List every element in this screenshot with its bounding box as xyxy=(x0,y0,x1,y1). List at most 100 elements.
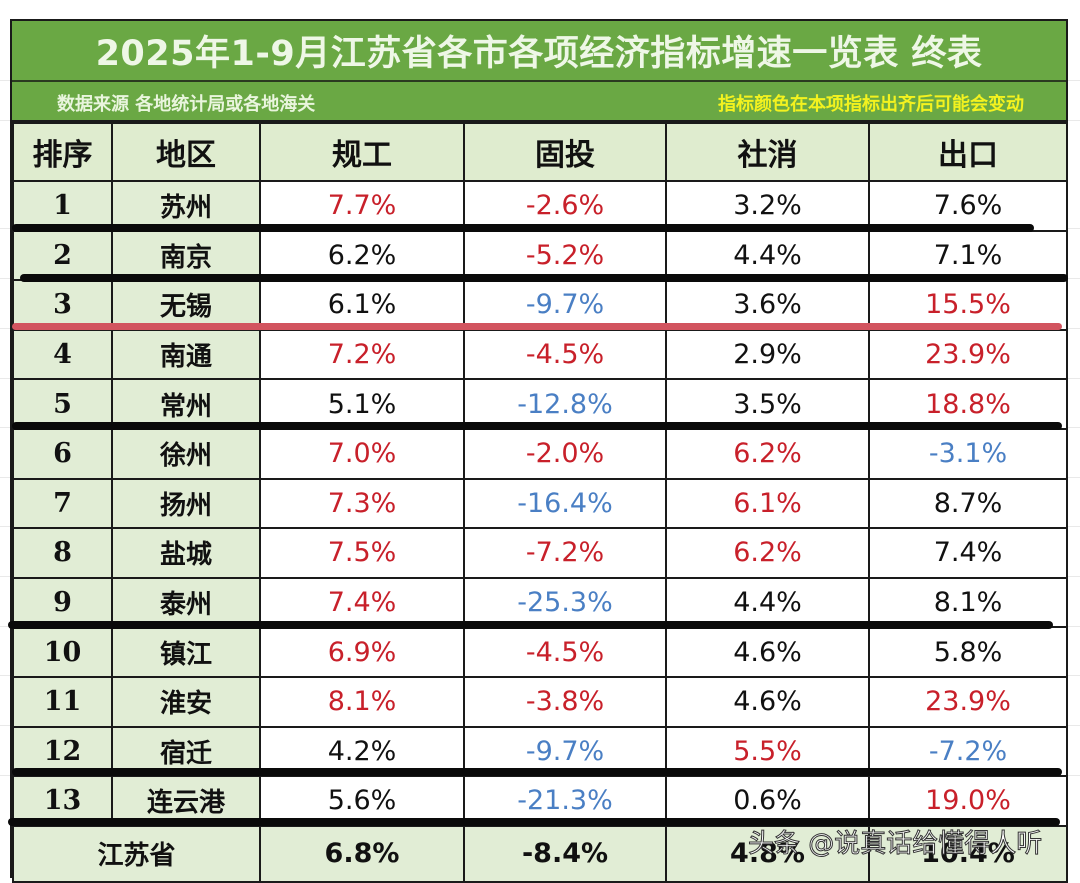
retail-cell: 3.6% xyxy=(665,279,870,331)
industry-cell: 7.4% xyxy=(259,576,465,629)
industry-cell: 7.7% xyxy=(259,180,465,232)
col-header-investment: 固投 xyxy=(463,122,667,182)
industry-cell: 6.1% xyxy=(259,279,465,331)
divider-line-red xyxy=(12,323,1062,330)
col-header-export: 出口 xyxy=(868,122,1068,182)
export-cell: 8.7% xyxy=(868,477,1068,530)
region-cell: 南通 xyxy=(111,328,261,381)
rank-cell: 4 xyxy=(12,328,113,381)
retail-cell: 6.1% xyxy=(665,477,870,530)
watermark: 头条 @说真话给懂得人听 xyxy=(747,829,1043,860)
page-title: 2025年1-9月江苏省各市各项经济指标增速一览表 终表 xyxy=(95,34,983,74)
investment-cell: -2.6% xyxy=(463,180,667,232)
industry-cell: 8.1% xyxy=(259,675,465,728)
total-retail: 4.8% xyxy=(665,824,870,883)
table-row: 3 无锡 6.1% -9.7% 3.6% 15.5% xyxy=(12,279,1068,331)
export-cell: 23.9% xyxy=(868,328,1068,381)
table-row: 1 苏州 7.7% -2.6% 3.2% 7.6% xyxy=(12,180,1068,232)
export-cell: 23.9% xyxy=(868,675,1068,728)
rank-cell: 10 xyxy=(12,626,113,678)
region-cell: 镇江 xyxy=(111,626,261,678)
industry-cell: 6.9% xyxy=(259,626,465,678)
title-bar: 2025年1-9月江苏省各市各项经济指标增速一览表 终表 xyxy=(12,21,1066,82)
industry-cell: 5.1% xyxy=(259,378,465,430)
retail-cell: 4.6% xyxy=(665,626,870,678)
industry-cell: 7.2% xyxy=(259,328,465,381)
rank-cell: 6 xyxy=(12,427,113,480)
divider-line xyxy=(8,818,1060,826)
retail-cell: 3.5% xyxy=(665,378,870,430)
table-row: 10 镇江 6.9% -4.5% 4.6% 5.8% xyxy=(12,626,1068,678)
table-row: 9 泰州 7.4% -25.3% 4.4% 8.1% xyxy=(12,576,1068,629)
header-row: 排序 地区 规工 固投 社消 出口 xyxy=(12,122,1068,182)
investment-cell: -4.5% xyxy=(463,626,667,678)
industry-cell: 6.2% xyxy=(259,229,465,282)
region-cell: 扬州 xyxy=(111,477,261,530)
investment-cell: -25.3% xyxy=(463,576,667,629)
subtitle-bar: 数据来源 各地统计局或各地海关 指标颜色在本项指标出齐后可能会变动 xyxy=(12,82,1066,122)
region-cell: 淮安 xyxy=(111,675,261,728)
retail-cell: 4.4% xyxy=(665,576,870,629)
total-export: 10.4% xyxy=(868,824,1068,883)
export-cell: 8.1% xyxy=(868,576,1068,629)
divider-line xyxy=(12,422,1062,430)
retail-cell: 3.2% xyxy=(665,180,870,232)
retail-cell: 4.6% xyxy=(665,675,870,728)
total-industry: 6.8% xyxy=(259,824,465,883)
investment-cell: -4.5% xyxy=(463,328,667,381)
statistics-sheet: 2025年1-9月江苏省各市各项经济指标增速一览表 终表 数据来源 各地统计局或… xyxy=(10,19,1068,883)
investment-cell: -2.0% xyxy=(463,427,667,480)
divider-line xyxy=(12,768,1062,776)
rank-cell: 7 xyxy=(12,477,113,530)
col-header-retail: 社消 xyxy=(665,122,870,182)
rank-cell: 1 xyxy=(12,180,113,232)
total-row: 江苏省 6.8% -8.4% 4.8% 10.4% xyxy=(12,824,1068,883)
region-cell: 徐州 xyxy=(111,427,261,480)
indicator-table: 排序 地区 规工 固投 社消 出口 1 苏州 7.7% -2.6% 3.2% 7.6% 2 南… xyxy=(12,122,1068,883)
data-source-note: 数据来源 各地统计局或各地海关 xyxy=(57,94,316,115)
industry-cell: 7.0% xyxy=(259,427,465,480)
divider-line xyxy=(8,621,1053,629)
divider-line xyxy=(12,224,1034,232)
col-header-rank: 排序 xyxy=(12,122,113,182)
investment-cell: -9.7% xyxy=(463,279,667,331)
region-cell: 盐城 xyxy=(111,527,261,579)
total-investment: -8.4% xyxy=(463,824,667,883)
table-row: 8 盐城 7.5% -7.2% 6.2% 7.4% xyxy=(12,527,1068,579)
rank-cell: 8 xyxy=(12,527,113,579)
investment-cell: -21.3% xyxy=(463,775,667,827)
retail-cell: 2.9% xyxy=(665,328,870,381)
investment-cell: -7.2% xyxy=(463,527,667,579)
industry-cell: 7.5% xyxy=(259,527,465,579)
retail-cell: 4.4% xyxy=(665,229,870,282)
investment-cell: -3.8% xyxy=(463,675,667,728)
col-header-region: 地区 xyxy=(111,122,261,182)
col-header-industry: 规工 xyxy=(259,122,465,182)
export-cell: 7.6% xyxy=(868,180,1068,232)
export-cell: 18.8% xyxy=(868,378,1068,430)
region-cell: 泰州 xyxy=(111,576,261,629)
table-row: 7 扬州 7.3% -16.4% 6.1% 8.7% xyxy=(12,477,1068,530)
divider-line xyxy=(20,274,1068,282)
export-cell: 7.1% xyxy=(868,229,1068,282)
investment-cell: -16.4% xyxy=(463,477,667,530)
table-row: 4 南通 7.2% -4.5% 2.9% 23.9% xyxy=(12,328,1068,381)
rank-cell: 9 xyxy=(12,576,113,629)
table-row: 2 南京 6.2% -5.2% 4.4% 7.1% xyxy=(12,229,1068,282)
region-cell: 苏州 xyxy=(111,180,261,232)
total-label: 江苏省 xyxy=(12,824,261,883)
industry-cell: 7.3% xyxy=(259,477,465,530)
export-cell: 7.4% xyxy=(868,527,1068,579)
region-cell: 南京 xyxy=(111,229,261,282)
export-cell: -3.1% xyxy=(868,427,1068,480)
rank-cell: 2 xyxy=(12,229,113,282)
table-row: 6 徐州 7.0% -2.0% 6.2% -3.1% xyxy=(12,427,1068,480)
investment-cell: -5.2% xyxy=(463,229,667,282)
rank-cell: 11 xyxy=(12,675,113,728)
color-change-note: 指标颜色在本项指标出齐后可能会变动 xyxy=(718,94,1024,115)
region-cell: 无锡 xyxy=(111,279,261,331)
export-cell: 5.8% xyxy=(868,626,1068,678)
retail-cell: 6.2% xyxy=(665,527,870,579)
retail-cell: 6.2% xyxy=(665,427,870,480)
table-row: 11 淮安 8.1% -3.8% 4.6% 23.9% xyxy=(12,675,1068,728)
